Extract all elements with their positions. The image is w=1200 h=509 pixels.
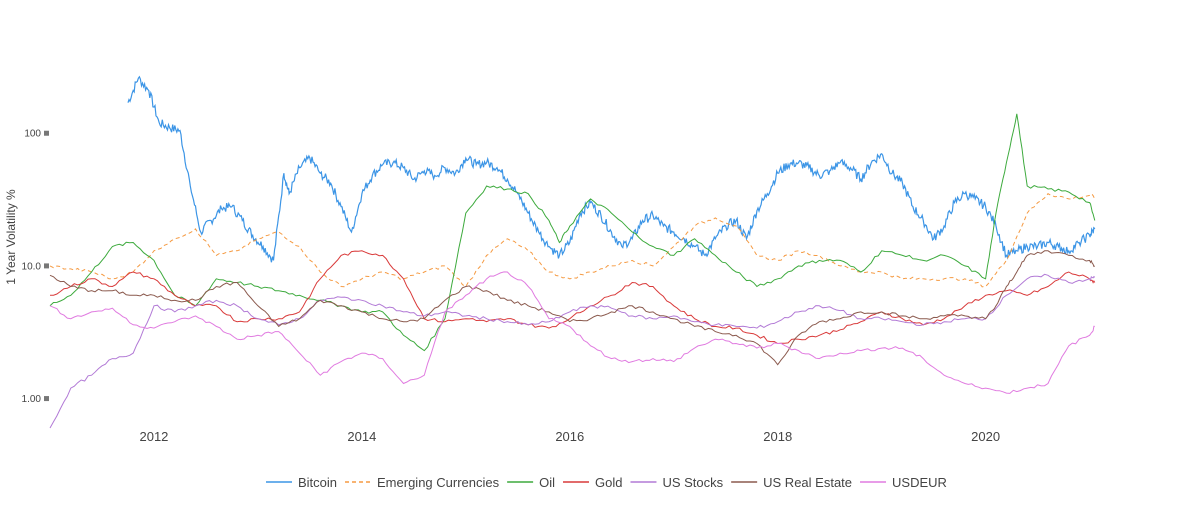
- x-axis: 2012 2014 2016 2018 2020: [139, 429, 1000, 444]
- x-tick-label: 2014: [347, 429, 376, 444]
- legend-label: Oil: [539, 475, 555, 490]
- legend-label: Bitcoin: [298, 475, 337, 490]
- x-tick-label: 2012: [139, 429, 168, 444]
- y-axis-title: 1 Year Volatility %: [4, 189, 18, 285]
- legend-label: US Stocks: [662, 475, 723, 490]
- series-line-gold: [49, 250, 1096, 345]
- legend-item-usdeur[interactable]: USDEUR: [860, 475, 947, 490]
- legend-item-gold[interactable]: Gold: [563, 475, 622, 490]
- plot-area: [49, 75, 1096, 429]
- y-tick-mark: [44, 130, 49, 136]
- y-tick-label: 1.00: [22, 394, 42, 405]
- series-line-emerging-currencies: [49, 193, 1095, 288]
- y-tick-mark: [44, 263, 49, 269]
- y-axis: 1.00 10.0 100: [22, 129, 49, 405]
- series-line-us-real-estate: [49, 250, 1096, 366]
- y-tick-label: 100: [24, 129, 41, 140]
- legend-label: US Real Estate: [763, 475, 852, 490]
- legend-item-emerging-currencies[interactable]: Emerging Currencies: [345, 475, 500, 490]
- legend-item-bitcoin[interactable]: Bitcoin: [266, 475, 337, 490]
- y-tick-label: 10.0: [22, 261, 42, 272]
- series-line-bitcoin: [127, 75, 1096, 263]
- series-line-usdeur: [49, 271, 1095, 394]
- legend-label: Emerging Currencies: [377, 475, 500, 490]
- x-tick-label: 2016: [555, 429, 584, 444]
- legend-label: Gold: [595, 475, 622, 490]
- x-tick-label: 2018: [763, 429, 792, 444]
- x-tick-label: 2020: [971, 429, 1000, 444]
- legend-item-us-stocks[interactable]: US Stocks: [630, 475, 724, 490]
- y-tick-mark: [44, 396, 49, 402]
- legend-item-us-real-estate[interactable]: US Real Estate: [731, 475, 852, 490]
- legend-label: USDEUR: [892, 475, 947, 490]
- legend-item-oil[interactable]: Oil: [507, 475, 555, 490]
- series-line-us-stocks: [49, 273, 1096, 429]
- legend: Bitcoin Emerging Currencies Oil Gold US Stoc…: [266, 475, 947, 490]
